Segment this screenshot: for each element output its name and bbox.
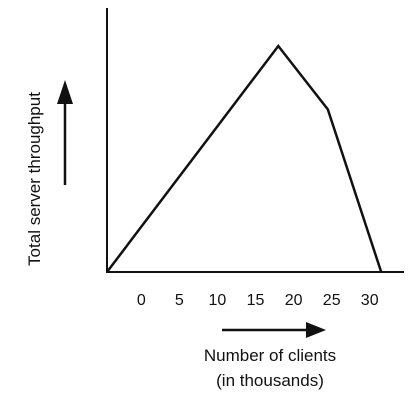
x-axis-title-line2: (in thousands) [216,371,324,390]
x-tick-label: 15 [247,292,265,309]
throughput-line [106,43,383,273]
up-arrow-icon [57,80,73,185]
x-tick-label: 5 [175,292,184,309]
x-tick-label: 20 [285,292,303,309]
x-tick-labels: 0 5 10 15 20 25 30 [137,292,379,309]
x-tick-label: 25 [323,292,341,309]
x-tick-label: 10 [209,292,227,309]
y-axis-title: Total server throughput [25,92,44,266]
x-tick-label: 0 [137,292,146,309]
x-axis-title-line1: Number of clients [204,346,336,365]
right-arrow-icon [222,322,326,338]
x-tick-label: 30 [361,292,379,309]
